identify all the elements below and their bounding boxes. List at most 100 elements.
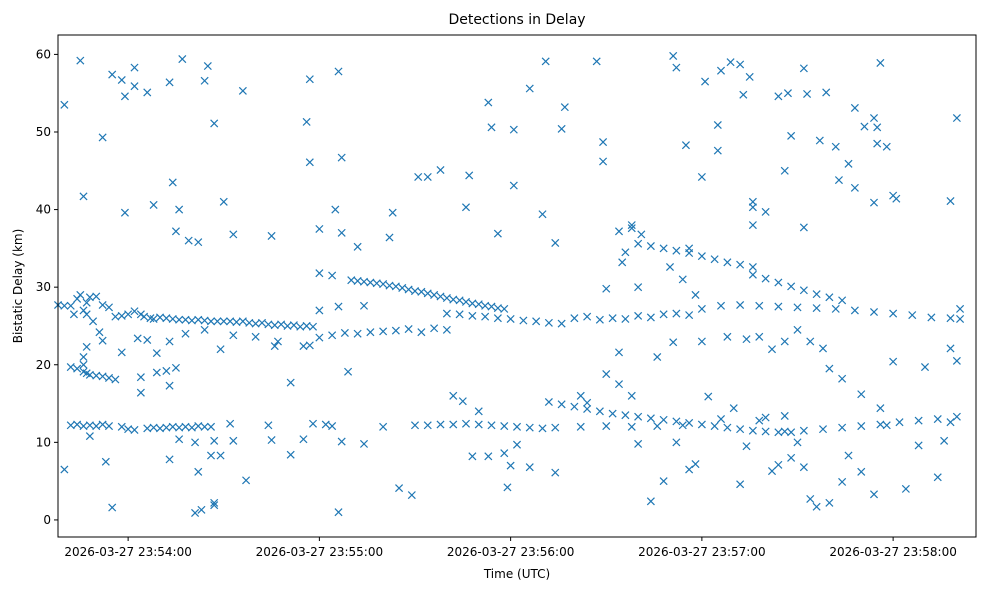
data-point [468, 311, 477, 320]
data-point [286, 378, 295, 387]
data-point [614, 348, 624, 357]
data-point [736, 300, 745, 310]
data-point [557, 319, 566, 328]
y-tick-label: 0 [43, 513, 51, 527]
data-point [165, 381, 174, 390]
data-point [857, 422, 866, 431]
data-point [474, 300, 483, 309]
data-point [203, 62, 212, 71]
data-point [710, 255, 719, 264]
data-point [646, 414, 655, 423]
data-point [108, 503, 117, 512]
data-point [171, 227, 180, 236]
data-point [525, 423, 534, 432]
data-point [130, 63, 139, 72]
data-point [736, 60, 745, 69]
y-tick-label: 60 [36, 47, 51, 61]
data-point [302, 117, 311, 126]
data-point [627, 422, 636, 431]
data-point [273, 337, 282, 346]
data-point [672, 417, 681, 426]
data-point [391, 282, 400, 291]
data-point [742, 442, 751, 451]
data-point [678, 275, 687, 284]
data-point [761, 413, 770, 422]
data-point [66, 301, 75, 310]
data-point [206, 451, 216, 460]
x-axis-label: Time (UTC) [483, 567, 550, 581]
data-point [73, 364, 82, 373]
data-point [869, 113, 879, 123]
data-point [512, 422, 522, 431]
data-point [455, 296, 464, 305]
data-point [104, 303, 114, 312]
data-point [850, 103, 859, 112]
data-point [946, 314, 955, 323]
data-point [455, 310, 464, 319]
data-point [774, 302, 783, 311]
data-point [474, 420, 483, 429]
data-point [143, 335, 152, 344]
data-point [481, 312, 490, 321]
data-point [570, 314, 579, 323]
data-point [200, 325, 209, 334]
data-point [487, 123, 496, 132]
data-point [353, 329, 362, 338]
data-point [799, 463, 808, 472]
data-point [873, 139, 882, 148]
data-point [117, 422, 126, 431]
data-point [653, 352, 662, 362]
data-point [892, 194, 901, 203]
data-point [621, 248, 630, 257]
data-point [461, 297, 471, 306]
data-point [191, 438, 200, 447]
data-point [780, 337, 789, 346]
data-point [229, 230, 238, 239]
data-point [599, 157, 608, 166]
data-point [264, 421, 273, 430]
data-point [956, 304, 965, 313]
data-point [672, 63, 681, 72]
data-point [315, 269, 324, 278]
data-point [621, 411, 630, 420]
data-point [140, 312, 149, 321]
data-point [60, 301, 69, 310]
data-point [165, 78, 174, 87]
data-point [716, 66, 726, 75]
data-point [576, 391, 585, 400]
data-point [876, 58, 885, 67]
data-point [395, 484, 404, 493]
data-point [736, 425, 745, 434]
data-point [299, 435, 308, 444]
data-point [238, 86, 247, 95]
data-point [289, 321, 298, 330]
data-point [726, 58, 735, 67]
data-point [818, 344, 828, 353]
data-point [120, 92, 129, 101]
data-point [659, 310, 668, 319]
data-point [685, 311, 694, 320]
data-point [538, 210, 547, 219]
data-point [869, 198, 879, 207]
data-point [286, 450, 295, 459]
data-point [822, 88, 831, 97]
data-point [685, 418, 694, 427]
data-point [308, 419, 318, 428]
data-point [95, 328, 104, 337]
data-point [512, 440, 522, 449]
data-point [417, 328, 426, 337]
data-point [691, 290, 700, 299]
data-point [672, 438, 681, 447]
data-point [117, 75, 126, 85]
data-point [787, 131, 796, 140]
data-point [251, 332, 260, 341]
data-point [315, 306, 324, 315]
data-point [583, 312, 592, 321]
data-point [493, 229, 502, 238]
data-point [430, 290, 439, 299]
data-point [793, 303, 802, 312]
data-point [165, 455, 174, 464]
data-point [621, 314, 630, 323]
data-point [748, 221, 757, 230]
data-point [430, 324, 439, 333]
